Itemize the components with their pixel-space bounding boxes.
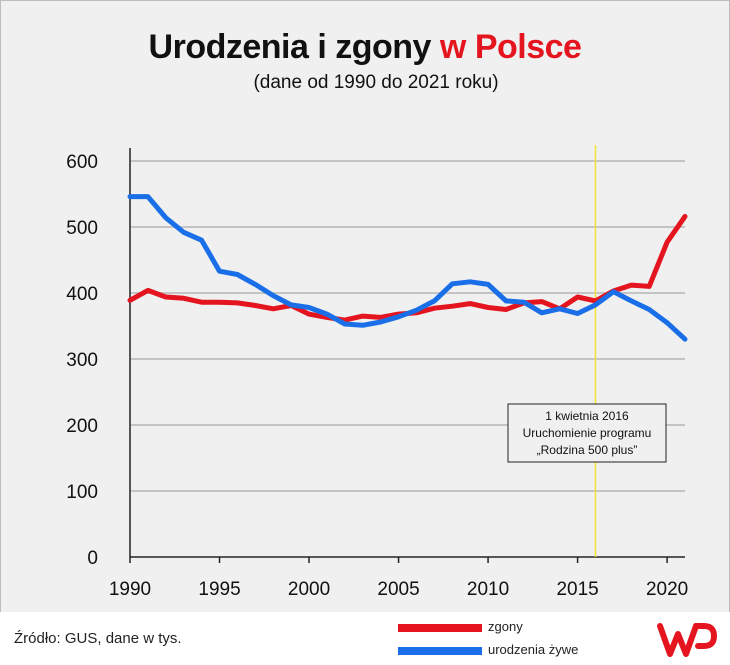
y-tick-label: 300 <box>66 350 98 371</box>
y-tick-label: 200 <box>66 416 98 437</box>
legend-label-deaths: zgony <box>488 619 523 634</box>
series-lines <box>127 194 688 342</box>
series-line-births <box>127 194 688 342</box>
chart-title: Urodzenia i zgony w Polsce <box>0 28 730 67</box>
chart-frame <box>0 0 730 614</box>
legend-swatch-births <box>398 647 482 655</box>
x-tick-label: 1990 <box>109 579 151 600</box>
x-tick-label: 2010 <box>467 579 509 600</box>
x-tick-label: 2005 <box>377 579 419 600</box>
title-main: Urodzenia i zgony <box>148 28 432 66</box>
annotation-box: 1 kwietnia 2016 Uruchomienie programu „R… <box>507 403 667 463</box>
annotation-box-rect <box>507 403 667 463</box>
y-tick-labels: 0 100 200 300 400 500 600 <box>66 152 98 569</box>
x-tick-label: 1995 <box>198 579 240 600</box>
annotation-line-3: „Rodzina 500 plus” <box>537 443 638 457</box>
legend-swatch-deaths <box>398 624 482 632</box>
footer: Źródło: GUS, dane w tys. zgony urodzenia… <box>0 612 730 665</box>
y-tick-label: 0 <box>87 548 98 569</box>
annotation-line-2: Uruchomienie programu <box>523 426 652 440</box>
y-tick-label: 400 <box>66 284 98 305</box>
y-tick-label: 500 <box>66 218 98 239</box>
x-tick-label: 2015 <box>556 579 598 600</box>
line-chart: 0 100 200 300 400 500 600 1990 1995 2000 2005 2010… <box>66 145 688 600</box>
chart-subtitle: (dane od 1990 do 2021 roku) <box>253 72 499 93</box>
y-tick-label: 600 <box>66 152 98 173</box>
annotation-line-1: 1 kwietnia 2016 <box>545 409 629 423</box>
x-tick-labels: 1990 1995 2000 2005 2010 2015 2020 <box>109 557 688 600</box>
legend-label-births: urodzenia żywe <box>488 642 579 657</box>
title-accent: w Polsce <box>439 28 582 66</box>
y-tick-label: 100 <box>66 482 98 503</box>
source-note: Źródło: GUS, dane w tys. <box>14 630 182 647</box>
x-tick-label: 2020 <box>646 579 688 600</box>
wp-logo-icon <box>657 623 717 657</box>
series-line-deaths <box>127 213 688 323</box>
x-tick-label: 2000 <box>288 579 330 600</box>
